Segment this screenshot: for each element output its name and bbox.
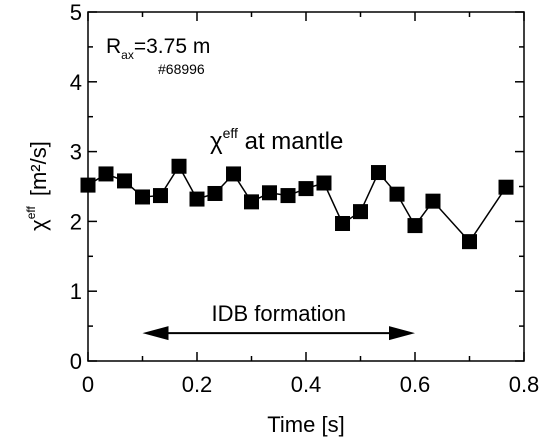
- y-tick-label: 1: [70, 279, 82, 304]
- tick-labels: 0 0.2 0.4 0.6 0.8 0 1 2 3 4 5: [70, 0, 540, 397]
- data-point: [244, 194, 259, 210]
- shot-number: #68996: [158, 61, 205, 77]
- y-tick-label: 4: [70, 70, 82, 95]
- data-point: [98, 166, 114, 182]
- series-line: [87, 164, 507, 243]
- series-label-sup: eff: [223, 125, 238, 141]
- data-point: [298, 181, 314, 197]
- idb-arrow: [142, 326, 415, 341]
- data-point: [498, 179, 514, 195]
- y-tick-label: 3: [70, 140, 82, 165]
- idb-label: IDB formation: [212, 301, 347, 326]
- idb-arrow-head-left: [142, 326, 169, 341]
- data-point: [135, 189, 150, 205]
- rax-base: R: [106, 35, 121, 58]
- data-point: [280, 188, 296, 204]
- data-point: [425, 193, 441, 209]
- data-point: [316, 175, 332, 191]
- rax-rest: =3.75 m: [134, 35, 210, 58]
- data-point: [370, 165, 386, 181]
- data-point: [207, 185, 223, 201]
- x-tick-label: 0.8: [509, 372, 540, 397]
- y-tick-label: 0: [70, 349, 82, 374]
- data-point: [226, 166, 242, 182]
- data-point: [189, 191, 205, 207]
- data-point: [261, 185, 277, 201]
- y-tick-label: 5: [70, 0, 82, 25]
- y-tick-label: 2: [70, 209, 82, 234]
- rax-annotation: Rax=3.75 m: [106, 35, 210, 62]
- data-point: [152, 188, 168, 204]
- series-label-rest: at mantle: [238, 128, 343, 155]
- data-point: [407, 218, 423, 234]
- idb-arrow-head-right: [389, 326, 415, 341]
- x-tick-label: 0.2: [182, 372, 213, 397]
- data-point: [171, 158, 187, 174]
- y-axis-sup: eff: [24, 205, 38, 219]
- x-axis-title: Time [s]: [267, 412, 344, 437]
- data-point: [335, 215, 351, 231]
- data-point: [80, 177, 96, 193]
- data-point: [462, 234, 477, 250]
- data-point: [389, 186, 405, 202]
- rax-sub: ax: [121, 48, 134, 62]
- x-tick-label: 0.6: [400, 372, 431, 397]
- data-point: [117, 173, 133, 189]
- series-label-symbol: χ: [210, 128, 223, 155]
- axis-ticks: [87, 11, 525, 362]
- x-tick-label: 0.4: [291, 372, 322, 397]
- y-axis-title: χeff [m²/s]: [24, 141, 51, 231]
- series-markers: [80, 158, 514, 250]
- data-point: [353, 204, 368, 220]
- y-axis-symbol: χ: [26, 219, 51, 231]
- y-axis-unit: [m²/s]: [26, 141, 51, 196]
- x-tick-label: 0: [82, 372, 94, 397]
- series-label: χeff at mantle: [210, 125, 343, 155]
